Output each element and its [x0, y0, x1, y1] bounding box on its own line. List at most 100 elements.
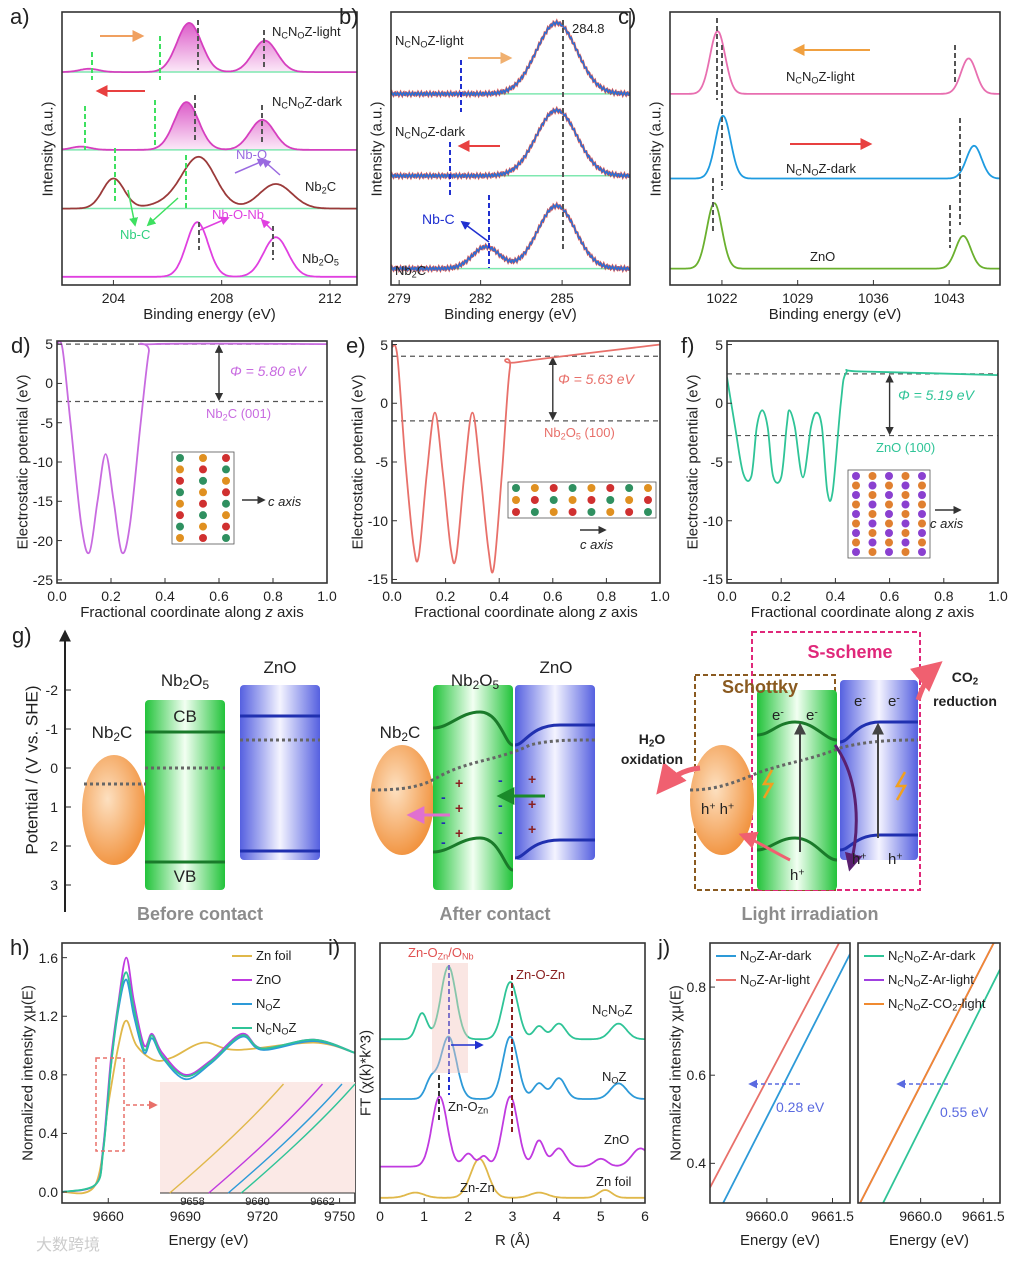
x-tick-label: 1043	[933, 290, 965, 306]
chart-e	[391, 340, 661, 584]
charge-plus: +	[455, 825, 464, 841]
legend-swatch	[864, 1002, 884, 1005]
x-tick-label: 0.4	[155, 588, 175, 604]
atom	[625, 496, 634, 504]
legend-swatch	[864, 954, 884, 957]
nb2o5-cb-bent	[432, 710, 514, 747]
atom	[918, 519, 926, 528]
hole-transfer-arrow	[738, 831, 791, 862]
y-tick-label: 0	[380, 395, 388, 412]
label-i-zn-zn: Zn-Zn	[460, 1180, 495, 1195]
atom	[868, 529, 877, 537]
legend-item: NCNOZ-Ar-dark	[864, 949, 975, 964]
legend-swatch	[232, 1002, 252, 1005]
atom	[606, 508, 615, 516]
legend-label: NCNOZ-Ar-light	[888, 972, 974, 989]
chart-d	[56, 340, 328, 584]
charge-minus: -	[441, 834, 446, 850]
nb2o5-cb-bent	[756, 720, 838, 742]
work-function-f: Φ = 5.19 eV	[898, 387, 974, 403]
x-tick-label: 0.8	[263, 588, 283, 604]
atom	[199, 534, 207, 542]
hole-label: h+	[852, 850, 867, 868]
legend-swatch	[232, 954, 252, 957]
y-axis-label: Electrostatic potential (eV)	[14, 374, 32, 550]
chart-b	[390, 11, 631, 286]
atom	[176, 454, 184, 462]
zno-band-block	[515, 685, 595, 860]
y-tick-label: -25	[32, 571, 53, 588]
atom	[222, 465, 230, 474]
x-tick-label: 0.4	[489, 588, 509, 604]
chart-j1	[709, 942, 851, 1204]
zno-vb-bent	[514, 838, 595, 860]
chart-h	[61, 942, 356, 1204]
series-curve-2	[62, 155, 357, 210]
x-tick-label: 1036	[857, 290, 889, 306]
series-curve-2	[670, 202, 1000, 270]
panel-label-i: i)	[328, 935, 341, 960]
axes-frame	[857, 942, 1001, 1204]
atom	[901, 529, 910, 537]
atom	[852, 538, 860, 547]
legend-swatch	[716, 954, 736, 957]
atom	[868, 548, 877, 556]
atom	[222, 499, 230, 508]
x-axis-label: Fractional coordinate along z axis	[414, 604, 638, 621]
s-scheme-box	[751, 631, 921, 891]
atom	[868, 481, 877, 490]
atom	[868, 510, 877, 518]
light-irradiation-title: Light irradiation	[741, 904, 879, 924]
legend-swatch	[232, 978, 252, 981]
atom	[512, 484, 520, 492]
co2-label: CO2	[951, 669, 979, 688]
label-b-light: NCNOZ-light	[395, 33, 464, 50]
work-function-e: Φ = 5.63 eV	[558, 371, 634, 387]
x-tick-label: 0.8	[934, 588, 954, 604]
electron-label: e-	[772, 706, 784, 724]
panel-label-a: a)	[10, 4, 30, 29]
g-ytick: 2	[50, 838, 58, 854]
hole-label: h+	[790, 866, 805, 884]
charge-plus: +	[528, 821, 537, 837]
nb-o-nb-pointer	[199, 216, 230, 231]
legend-label: ZnO	[256, 972, 282, 987]
label-c-light: NCNOZ-light	[786, 69, 855, 86]
x-tick-label: 204	[101, 290, 126, 306]
atom	[852, 500, 860, 509]
axes-frame	[669, 11, 1001, 286]
legend-swatch	[864, 978, 884, 981]
fermi-level-aligned	[371, 738, 596, 792]
inset-x-tick-label: 9662	[310, 1196, 335, 1208]
hole-label: h+	[888, 850, 903, 868]
charge-plus: +	[528, 796, 537, 812]
axes-frame	[709, 942, 851, 1204]
atom	[512, 508, 520, 516]
x-axis-label: Fractional coordinate along z axis	[80, 604, 304, 621]
x-tick-label: 9660	[92, 1208, 124, 1224]
g-ytick: 3	[50, 877, 58, 893]
inset-curve	[208, 1083, 324, 1194]
series-curve-0	[380, 1157, 645, 1199]
x-tick-label: 0.2	[101, 588, 121, 604]
atom	[868, 519, 877, 528]
legend-item: NCNOZ-Ar-light	[864, 972, 974, 989]
x-tick-label: 212	[318, 290, 342, 306]
x-tick-label: 0.6	[209, 588, 229, 604]
x-tick-label: 1022	[706, 290, 738, 306]
atom	[852, 481, 860, 490]
label-i-zn-o-zn: Zn-O-Zn	[516, 967, 566, 982]
zno-structure-cell	[847, 469, 931, 559]
x-tick-label: 9660.0	[745, 1208, 789, 1224]
x-tick-label: 0.4	[825, 588, 846, 604]
panel-label-j1: j)	[658, 935, 671, 960]
label-nb-o: Nb-O	[236, 147, 268, 162]
panel-label-c: c)	[618, 4, 637, 29]
g-ytick: -2	[45, 682, 58, 698]
atom	[885, 500, 893, 509]
atom	[885, 548, 893, 556]
x-axis-label: Energy (eV)	[739, 1232, 821, 1249]
label-b-nb2c: Nb2C	[395, 263, 427, 280]
atom	[606, 496, 615, 504]
